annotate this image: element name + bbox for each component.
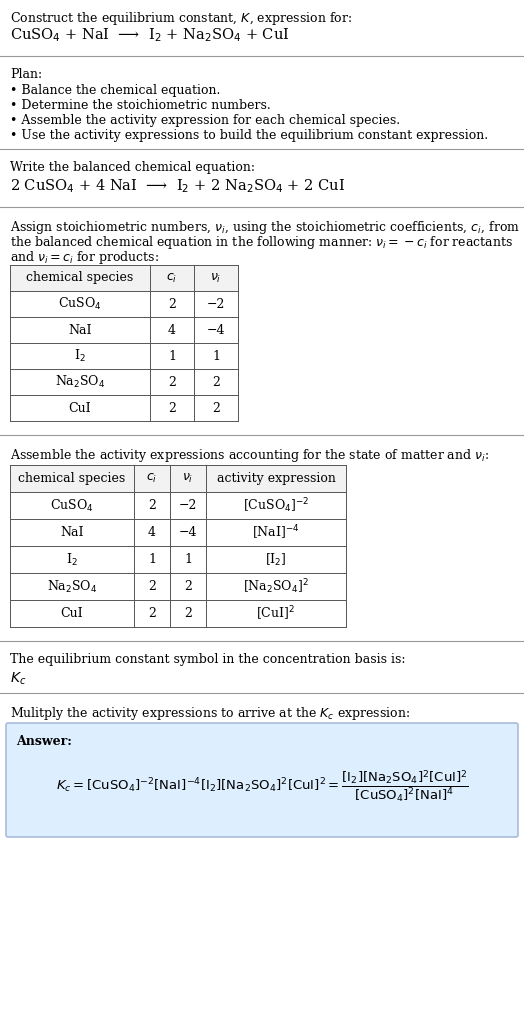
Text: [CuI]$^2$: [CuI]$^2$ [256, 604, 296, 622]
Text: The equilibrium constant symbol in the concentration basis is:: The equilibrium constant symbol in the c… [10, 653, 406, 666]
Text: • Assemble the activity expression for each chemical species.: • Assemble the activity expression for e… [10, 114, 400, 127]
Text: • Use the activity expressions to build the equilibrium constant expression.: • Use the activity expressions to build … [10, 129, 488, 142]
Text: −2: −2 [207, 298, 225, 310]
Text: [Na$_2$SO$_4$]$^2$: [Na$_2$SO$_4$]$^2$ [243, 578, 309, 596]
Bar [10, 465, 346, 627]
Text: $c_i$: $c_i$ [166, 272, 178, 285]
Text: CuSO$_4$: CuSO$_4$ [50, 497, 94, 514]
Text: [CuSO$_4$]$^{-2}$: [CuSO$_4$]$^{-2}$ [243, 496, 309, 515]
Text: 2: 2 [212, 402, 220, 415]
Text: Assemble the activity expressions accounting for the state of matter and $\nu_i$: Assemble the activity expressions accoun… [10, 447, 489, 464]
FancyBboxPatch shape [6, 723, 518, 837]
Text: CuI: CuI [69, 402, 91, 415]
Text: Write the balanced chemical equation:: Write the balanced chemical equation: [10, 161, 255, 174]
Text: 1: 1 [212, 350, 220, 362]
Text: Plan:: Plan: [10, 68, 42, 81]
Text: [I$_2$]: [I$_2$] [265, 551, 287, 567]
Bar [10, 465, 346, 492]
Text: 2: 2 [184, 580, 192, 593]
Text: $c_i$: $c_i$ [146, 472, 158, 485]
Text: Na$_2$SO$_4$: Na$_2$SO$_4$ [47, 579, 97, 595]
Bar [10, 265, 238, 421]
Text: Mulitply the activity expressions to arrive at the $K_c$ expression:: Mulitply the activity expressions to arr… [10, 705, 410, 722]
Text: 4: 4 [148, 526, 156, 539]
Text: 2: 2 [168, 375, 176, 388]
Text: 2: 2 [184, 607, 192, 620]
Text: NaI: NaI [68, 323, 92, 337]
Text: −2: −2 [179, 499, 197, 512]
Text: 2: 2 [212, 375, 220, 388]
Text: • Balance the chemical equation.: • Balance the chemical equation. [10, 84, 221, 97]
Text: $K_c$: $K_c$ [10, 671, 26, 687]
Text: $\nu_i$: $\nu_i$ [182, 472, 194, 485]
Text: 2: 2 [148, 580, 156, 593]
Text: $K_c = [\mathrm{CuSO_4}]^{-2}[\mathrm{NaI}]^{-4}[\mathrm{I_2}][\mathrm{Na_2SO_4}: $K_c = [\mathrm{CuSO_4}]^{-2}[\mathrm{Na… [56, 769, 468, 805]
Text: NaI: NaI [60, 526, 84, 539]
Text: −4: −4 [179, 526, 197, 539]
Text: 1: 1 [148, 553, 156, 566]
Text: and $\nu_i = c_i$ for products:: and $\nu_i = c_i$ for products: [10, 249, 159, 266]
Text: I$_2$: I$_2$ [66, 551, 78, 567]
Text: chemical species: chemical species [18, 472, 126, 485]
Text: activity expression: activity expression [216, 472, 335, 485]
Text: Answer:: Answer: [16, 735, 72, 747]
Text: 1: 1 [184, 553, 192, 566]
Text: Na$_2$SO$_4$: Na$_2$SO$_4$ [55, 374, 105, 391]
Text: CuSO$_4$: CuSO$_4$ [58, 296, 102, 312]
Text: [NaI]$^{-4}$: [NaI]$^{-4}$ [252, 524, 300, 542]
Text: $\nu_i$: $\nu_i$ [210, 272, 222, 285]
Text: Construct the equilibrium constant, $K$, expression for:: Construct the equilibrium constant, $K$,… [10, 10, 352, 27]
Text: I$_2$: I$_2$ [74, 348, 86, 364]
Bar [10, 265, 238, 291]
Text: 2 CuSO$_4$ + 4 NaI  ⟶  I$_2$ + 2 Na$_2$SO$_4$ + 2 CuI: 2 CuSO$_4$ + 4 NaI ⟶ I$_2$ + 2 Na$_2$SO$… [10, 177, 345, 194]
Text: CuI: CuI [61, 607, 83, 620]
Text: 2: 2 [148, 499, 156, 512]
Text: chemical species: chemical species [26, 272, 134, 285]
Text: CuSO$_4$ + NaI  ⟶  I$_2$ + Na$_2$SO$_4$ + CuI: CuSO$_4$ + NaI ⟶ I$_2$ + Na$_2$SO$_4$ + … [10, 26, 289, 44]
Text: the balanced chemical equation in the following manner: $\nu_i = -c_i$ for react: the balanced chemical equation in the fo… [10, 234, 513, 251]
Text: −4: −4 [207, 323, 225, 337]
Text: 4: 4 [168, 323, 176, 337]
Text: 2: 2 [168, 402, 176, 415]
Text: • Determine the stoichiometric numbers.: • Determine the stoichiometric numbers. [10, 99, 271, 112]
Text: Assign stoichiometric numbers, $\nu_i$, using the stoichiometric coefficients, $: Assign stoichiometric numbers, $\nu_i$, … [10, 219, 520, 236]
Text: 1: 1 [168, 350, 176, 362]
Text: 2: 2 [168, 298, 176, 310]
Text: 2: 2 [148, 607, 156, 620]
